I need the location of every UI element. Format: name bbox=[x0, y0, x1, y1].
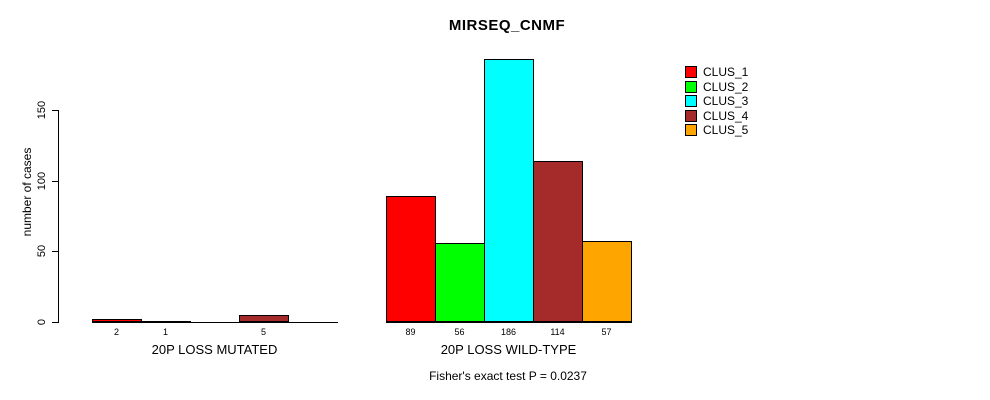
chart-title: MIRSEQ_CNMF bbox=[448, 17, 566, 34]
bar-value-label: 56 bbox=[454, 327, 465, 337]
x-group-label: 20P LOSS WILD-TYPE bbox=[440, 342, 577, 357]
bar-value-label: 114 bbox=[550, 327, 565, 337]
y-tick bbox=[52, 322, 58, 323]
y-tick bbox=[52, 251, 58, 252]
bar-clus_2-group2 bbox=[435, 243, 485, 322]
legend-swatch-clus_1 bbox=[685, 66, 697, 78]
legend-swatch-clus_3 bbox=[685, 95, 697, 107]
legend-label: CLUS_1 bbox=[703, 65, 749, 79]
legend-label: CLUS_2 bbox=[703, 80, 749, 94]
legend-swatch-clus_2 bbox=[685, 81, 697, 93]
y-axis-line bbox=[58, 110, 59, 323]
bar-clus_2-group1 bbox=[141, 321, 191, 323]
legend-label: CLUS_4 bbox=[703, 109, 749, 123]
y-tick-label: 0 bbox=[36, 318, 48, 326]
y-tick bbox=[52, 110, 58, 111]
bar-value-label: 5 bbox=[260, 327, 266, 337]
legend-swatch-clus_4 bbox=[685, 110, 697, 122]
bar-value-label: 1 bbox=[162, 327, 168, 337]
y-tick-label: 100 bbox=[36, 171, 48, 191]
y-tick-label: 50 bbox=[36, 244, 48, 258]
bar-clus_4-group1 bbox=[239, 315, 289, 322]
bar-clus_5-group2 bbox=[582, 241, 632, 322]
bar-clus_1-group1 bbox=[92, 319, 142, 322]
legend-swatch-clus_5 bbox=[685, 124, 697, 136]
group-baseline bbox=[92, 322, 338, 323]
bar-clus_1-group2 bbox=[386, 196, 436, 322]
bar-clus_4-group2 bbox=[533, 161, 583, 322]
y-tick bbox=[52, 181, 58, 182]
bar-value-label: 57 bbox=[601, 327, 612, 337]
x-group-label: 20P LOSS MUTATED bbox=[151, 342, 278, 357]
bar-clus_3-group2 bbox=[484, 59, 534, 322]
footnote-text: Fisher's exact test P = 0.0237 bbox=[429, 369, 587, 383]
y-tick-label: 150 bbox=[36, 100, 48, 120]
legend-label: CLUS_3 bbox=[703, 94, 749, 108]
bar-value-label: 186 bbox=[500, 327, 517, 337]
legend-label: CLUS_5 bbox=[703, 123, 749, 137]
group-baseline bbox=[386, 322, 632, 323]
bar-value-label: 89 bbox=[405, 327, 416, 337]
bar-value-label: 2 bbox=[113, 327, 119, 337]
